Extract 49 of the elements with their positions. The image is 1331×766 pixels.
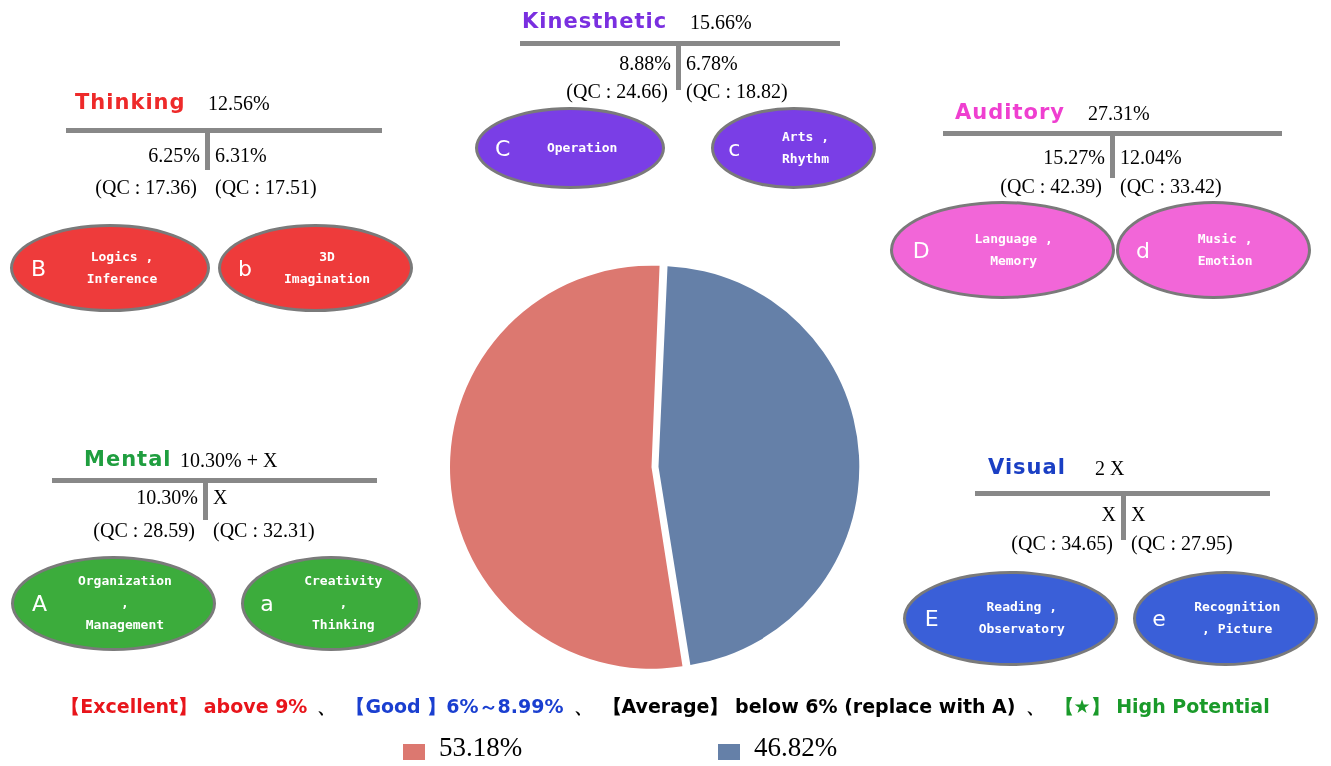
legend-label: 53.18% (439, 732, 523, 762)
text: 6.31% (215, 144, 267, 166)
text: (QC : 24.66) (566, 80, 668, 102)
oval-badge: C Operation (475, 107, 665, 189)
text: (QC : 33.42) (1120, 175, 1222, 197)
text: 15.27% (1043, 146, 1105, 168)
text: (QC : 18.82) (686, 80, 788, 102)
text: 6.25% (148, 144, 200, 166)
text: 、 (573, 694, 593, 719)
text: 12.04% (1120, 146, 1182, 168)
oval-badge: E Reading , Observatory (902, 570, 1118, 666)
text: X (213, 486, 228, 508)
text: (QC : 28.59) (93, 519, 195, 541)
text: 6.78% (686, 52, 738, 74)
text: (QC : 17.36) (95, 176, 197, 198)
oval-badge: B Logics , Inference (10, 224, 210, 312)
oval-badge: e Recognition , Picture (1132, 570, 1318, 666)
text: 【Excellent】 above 9% (61, 694, 308, 719)
text: 、 (1025, 694, 1045, 719)
text: X (1101, 503, 1116, 525)
legend-label: 46.82% (754, 732, 838, 762)
text: Thinking (75, 90, 186, 114)
oval-badge: d Music , Emotion (1115, 201, 1311, 299)
text: 、 (317, 694, 337, 719)
text: 【★】 High Potential (1054, 694, 1270, 719)
oval-badge: a Creativity , Thinking (241, 555, 421, 651)
text: X (1131, 503, 1146, 525)
text: 27.31% (1088, 102, 1150, 124)
oval-badge: c Arts , Rhythm (710, 107, 876, 189)
oval-badge: D Language , Memory (889, 201, 1115, 299)
text: (QC : 32.31) (213, 519, 315, 541)
text: 10.30% (136, 486, 198, 508)
oval-badge: A Organization , Management (10, 555, 216, 651)
text: Kinesthetic (522, 9, 668, 33)
text: 2 X (1095, 457, 1125, 479)
text: (QC : 27.95) (1131, 532, 1233, 554)
text: 【Good 】6%～8.99% (346, 694, 564, 719)
text: (QC : 42.39) (1000, 175, 1102, 197)
text: Visual (988, 455, 1066, 479)
text: 【Average】 below 6% (replace with A) (602, 694, 1016, 719)
text: Auditory (955, 100, 1065, 124)
text: (QC : 34.65) (1011, 532, 1113, 554)
text: 12.56% (208, 92, 270, 114)
text: (QC : 17.51) (215, 176, 317, 198)
oval-badge: b 3D Imagination (217, 224, 413, 312)
text: 8.88% (619, 52, 671, 74)
text: 10.30% + X (180, 449, 278, 471)
text: 15.66% (690, 11, 752, 33)
text: Mental (84, 447, 172, 471)
